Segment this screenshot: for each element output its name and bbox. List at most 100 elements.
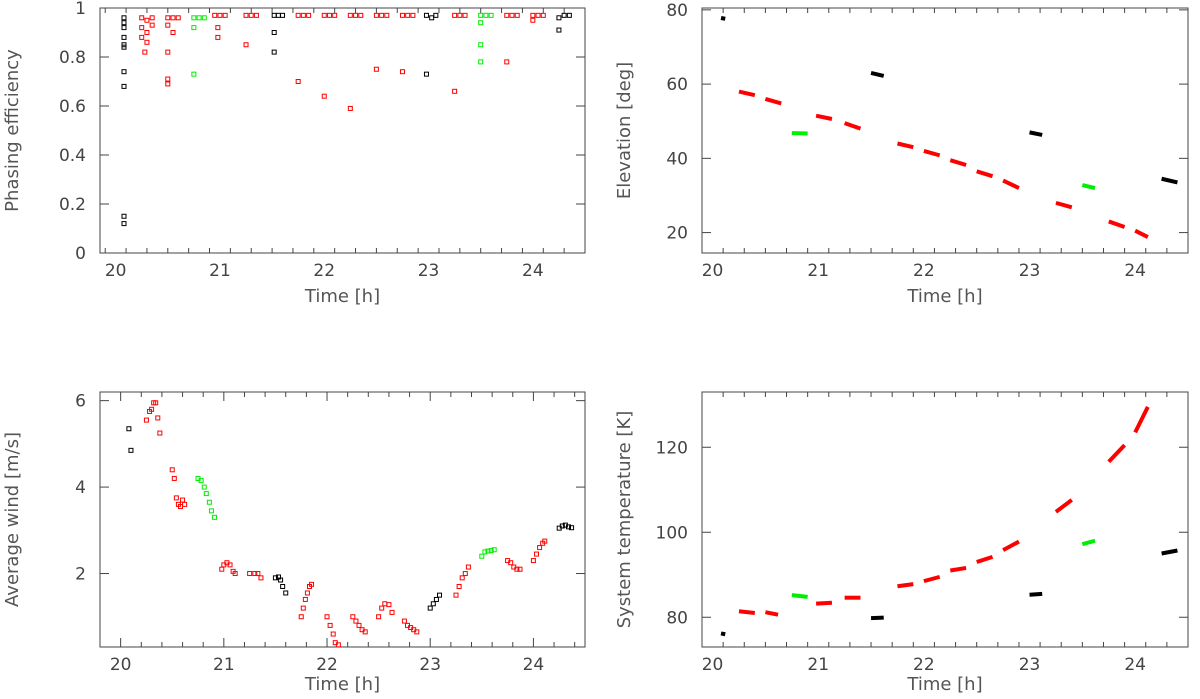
x-tick-label: 20 xyxy=(702,655,724,675)
data-point xyxy=(534,551,539,557)
data-segment xyxy=(720,631,726,637)
data-point xyxy=(121,34,127,40)
x-tick-label: 21 xyxy=(209,261,231,281)
data-point xyxy=(180,497,186,503)
data-point xyxy=(537,545,543,551)
data-point xyxy=(169,467,175,473)
data-point xyxy=(206,499,212,505)
series-red xyxy=(139,12,546,111)
data-point xyxy=(327,622,333,628)
y-tick-label: 6 xyxy=(75,392,86,412)
chart-panel-1: 20 21 22 23 24 0 0.2 0.4 0.6 0.8 1 Time [h] Phasing … xyxy=(2,0,586,307)
data-point xyxy=(478,42,484,48)
data-point xyxy=(175,15,181,21)
data-point xyxy=(139,15,145,21)
data-point xyxy=(121,213,127,219)
data-point xyxy=(121,20,127,26)
data-segment xyxy=(897,141,914,150)
data-point xyxy=(144,17,150,23)
data-point xyxy=(482,549,488,555)
y-tick-label: 0.6 xyxy=(59,97,86,117)
data-point xyxy=(258,575,264,581)
data-point xyxy=(373,12,379,18)
plot-frame xyxy=(701,7,1189,254)
data-point xyxy=(139,25,145,31)
data-point xyxy=(504,59,510,65)
data-point xyxy=(278,577,284,583)
data-point xyxy=(155,415,161,421)
data-point xyxy=(208,508,214,514)
x-tick-label: 22 xyxy=(913,655,935,675)
data-point xyxy=(252,571,258,577)
data-point xyxy=(465,564,471,570)
data-point xyxy=(271,12,277,18)
x-tick-label: 23 xyxy=(1019,261,1041,281)
data-point xyxy=(530,12,536,18)
data-point xyxy=(128,447,134,453)
data-point xyxy=(300,605,306,611)
series-green xyxy=(195,475,497,559)
data-point xyxy=(157,430,163,436)
data-point xyxy=(459,575,465,581)
data-point xyxy=(295,12,301,18)
data-point xyxy=(356,622,362,628)
data-point xyxy=(271,49,277,55)
data-point xyxy=(376,614,382,620)
data-segment xyxy=(1055,200,1073,210)
y-tick-label: 80 xyxy=(666,608,688,628)
series-red xyxy=(143,400,548,648)
data-point xyxy=(201,484,207,490)
data-point xyxy=(456,583,462,589)
data-point xyxy=(332,12,338,18)
x-axis-title: Time [h] xyxy=(304,674,380,695)
data-point xyxy=(437,592,442,598)
data-point xyxy=(232,571,238,577)
y-tick-label: 40 xyxy=(666,149,688,169)
data-point xyxy=(569,525,575,531)
data-point xyxy=(247,571,253,577)
data-point xyxy=(399,12,405,18)
data-point xyxy=(275,12,281,18)
data-point xyxy=(227,562,233,568)
data-segment xyxy=(815,113,833,121)
data-point xyxy=(556,27,562,33)
data-point xyxy=(330,631,336,637)
data-point xyxy=(243,42,249,48)
data-point xyxy=(389,609,395,615)
data-point xyxy=(452,88,458,94)
data-point xyxy=(504,12,510,18)
data-point xyxy=(410,12,416,18)
data-point xyxy=(566,12,572,18)
data-point xyxy=(429,15,435,21)
data-segment xyxy=(764,97,782,106)
y-tick-label: 120 xyxy=(656,438,688,458)
data-point xyxy=(153,400,159,406)
data-point xyxy=(173,495,179,501)
chart-panel-4: 20 21 22 23 24 80 100 120 Time [h] System tempera… xyxy=(614,391,1189,695)
x-tick-label: 21 xyxy=(807,655,829,675)
series-red xyxy=(738,89,1149,239)
data-point xyxy=(430,601,436,607)
data-segment xyxy=(1133,405,1150,434)
data-point xyxy=(121,15,127,21)
data-point xyxy=(255,571,261,577)
y-tick-label: 20 xyxy=(666,224,688,244)
series-green xyxy=(791,538,1096,599)
series-black xyxy=(720,548,1178,637)
data-point xyxy=(149,15,155,21)
x-tick-label: 23 xyxy=(1019,655,1041,675)
data-segment xyxy=(843,121,862,131)
data-point xyxy=(212,514,218,520)
data-point xyxy=(488,12,494,18)
series-green xyxy=(791,131,1096,190)
data-point xyxy=(353,12,359,18)
data-segment xyxy=(923,574,941,584)
data-point xyxy=(453,592,459,598)
data-segment xyxy=(764,610,779,617)
data-point xyxy=(530,558,536,564)
data-point xyxy=(362,629,368,635)
data-point xyxy=(191,25,197,31)
data-point xyxy=(384,12,390,18)
x-tick-label: 23 xyxy=(419,655,441,675)
